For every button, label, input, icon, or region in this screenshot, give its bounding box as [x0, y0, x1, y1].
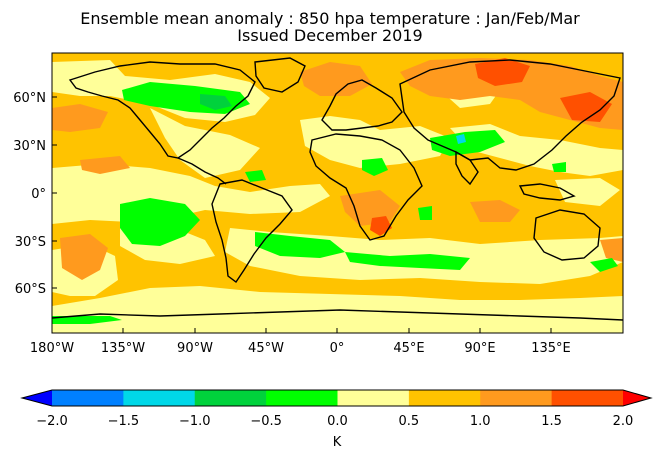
lat-tick-label: 30°S [15, 235, 46, 250]
longitude-ticks [51, 328, 552, 333]
lon-tick-label: 135°W [101, 341, 145, 356]
lon-tick-label: 45°W [248, 341, 284, 356]
latitude-ticks [52, 96, 57, 289]
longitude-labels: 180°W 135°W 90°W 45°W 0° 45°E 90°E 135°E [30, 341, 571, 356]
colorbar-tick-label: −0.5 [250, 414, 282, 429]
colorbar-tick-labels: −2.0 −1.5 −1.0 −0.5 0.0 0.5 1.0 1.5 2.0 [36, 414, 633, 429]
lat-tick-label: 60°S [15, 282, 46, 297]
colorbar-unit-label: K [333, 435, 342, 450]
colorbar-tick-label: 2.0 [613, 414, 634, 429]
colorbar-tick-label: 1.0 [470, 414, 491, 429]
colorbar-tick-label: 0.5 [399, 414, 420, 429]
lon-tick-label: 0° [330, 341, 345, 356]
lat-tick-label: 0° [31, 187, 46, 202]
lon-tick-label: 90°W [177, 341, 213, 356]
colorbar-tick-label: 1.5 [541, 414, 562, 429]
colorbar-bin [52, 390, 124, 406]
map-subtitle: Issued December 2019 [237, 26, 423, 45]
lon-tick-label: 45°E [393, 341, 424, 356]
colorbar-extend-high [623, 390, 651, 406]
colorbar-outline [20, 389, 653, 407]
colorbar-extend-low [22, 390, 52, 406]
colorbar-tick-label: −1.0 [179, 414, 211, 429]
colorbar-bin [480, 390, 553, 406]
colorbar-bin [408, 390, 481, 406]
colorbar-bin [123, 390, 196, 406]
colorbar-bin [194, 390, 267, 406]
anomaly-region-neg0.5-0 [52, 82, 618, 324]
latitude-labels: 60°N 30°N 0° 30°S 60°S [13, 91, 46, 297]
lat-tick-label: 30°N [13, 139, 46, 154]
lon-tick-label: 180°W [30, 341, 74, 356]
anomaly-region-neg1.5-neg1.0 [456, 134, 466, 144]
colorbar-bin [266, 390, 338, 406]
colorbar-tick-label: −1.5 [108, 414, 140, 429]
colorbar-bin [337, 390, 410, 406]
anomaly-region-neg1.0-neg0.5 [200, 94, 232, 110]
colorbar-tick-label: −2.0 [36, 414, 68, 429]
anomaly-region-1.0-1.5 [52, 58, 623, 280]
coastlines [52, 57, 623, 321]
colorbar-bin [551, 390, 624, 406]
colorbar-tick-label: 0.0 [327, 414, 348, 429]
colorbar-bins [22, 390, 651, 406]
anomaly-region-1.5-2.0 [370, 58, 612, 236]
lon-tick-label: 135°E [531, 341, 571, 356]
lon-tick-label: 90°E [464, 341, 495, 356]
map-title: Ensemble mean anomaly : 850 hpa temperat… [80, 9, 580, 28]
lat-tick-label: 60°N [13, 91, 46, 106]
